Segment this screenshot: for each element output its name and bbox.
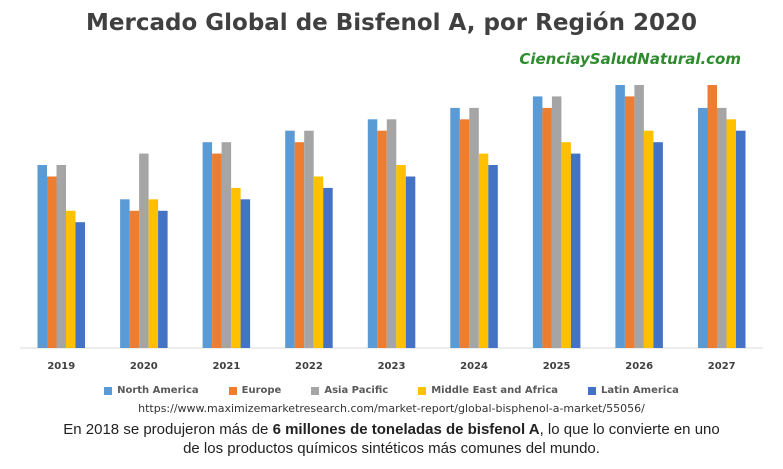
bar-europe-2023 [377,130,387,348]
x-tick-label: 2021 [212,361,240,372]
legend-item: Latin America [588,385,679,396]
bar-asia-pacific-2022 [304,130,314,348]
bar-europe-2025 [542,107,552,349]
bar-europe-2024 [459,119,470,348]
legend-label: Europe [241,385,282,396]
bar-latin-america-2021 [240,199,251,348]
bar-asia-pacific-2023 [386,119,397,348]
bar-europe-2020 [129,210,140,348]
x-tick-label: 2020 [130,361,158,372]
x-tick-label: 2024 [460,361,488,372]
bar-asia-pacific-2027 [717,107,727,349]
caption-bold: 6 millones de toneladas de bisfenol A [272,421,540,438]
caption-part1: En 2018 se produjeron más de [63,421,273,438]
caption-text: En 2018 se produjeron más de 6 millones … [60,420,723,458]
bar-north-america-2027 [698,107,708,349]
bar-middle-east-and-africa-2027 [726,119,736,348]
bar-asia-pacific-2019 [56,165,66,348]
legend-item: Middle East and Africa [418,385,558,396]
bar-latin-america-2022 [323,187,333,348]
legend-swatch [311,386,320,395]
x-tick-label: 2027 [708,361,736,372]
source-url: https://www.maximizemarketresearch.com/m… [138,402,645,415]
bar-europe-2022 [294,142,305,348]
bar-north-america-2023 [367,119,378,348]
bar-latin-america-2026 [653,142,663,348]
bar-europe-2027 [707,85,717,348]
bar-asia-pacific-2021 [221,142,232,348]
bar-north-america-2025 [532,96,543,349]
bar-middle-east-and-africa-2023 [396,165,406,348]
bar-middle-east-and-africa-2022 [313,176,324,348]
bar-middle-east-and-africa-2019 [66,210,76,348]
bar-middle-east-and-africa-2026 [643,130,654,348]
legend-item: Asia Pacific [311,385,388,396]
bar-north-america-2019 [37,165,47,348]
legend-label: North America [117,385,199,396]
x-tick-label: 2026 [625,361,653,372]
legend-label: Middle East and Africa [431,385,558,396]
bar-north-america-2020 [120,199,130,348]
legend-swatch [228,386,237,395]
bar-north-america-2021 [202,142,213,348]
legend-item: North America [104,385,199,396]
bar-asia-pacific-2025 [551,96,562,349]
legend-label: Latin America [601,385,679,396]
bar-latin-america-2019 [75,222,85,348]
bar-latin-america-2027 [736,130,746,348]
legend-item: Europe [228,385,282,396]
bar-north-america-2026 [615,85,625,348]
x-tick-label: 2025 [543,361,571,372]
bar-north-america-2024 [450,107,460,349]
chart-legend: North America Europe Asia Pacific Middle Ea… [0,385,783,396]
bar-latin-america-2020 [158,210,168,348]
legend-swatch [588,386,596,395]
x-tick-label: 2022 [295,361,323,372]
bar-chart: 2019 2020 2021 2022 2023 2024 2025 2026 2027 [20,85,763,372]
bar-middle-east-and-africa-2021 [231,187,241,348]
bar-europe-2019 [47,176,57,348]
x-tick-label: 2019 [47,361,75,372]
bar-latin-america-2025 [570,153,581,348]
bar-europe-2026 [624,96,635,349]
legend-swatch [104,386,113,395]
bar-latin-america-2023 [405,176,416,348]
bar-asia-pacific-2026 [634,85,644,348]
bar-north-america-2022 [285,130,295,348]
bar-middle-east-and-africa-2025 [561,142,571,348]
site-watermark: CienciaySaludNatural.com [519,50,741,68]
chart-title: Mercado Global de Bisfenol A, por Región… [86,10,697,36]
bar-latin-america-2024 [488,165,498,348]
caption-part2: , lo que lo convierte en uno de los prod… [183,421,720,457]
bar-middle-east-and-africa-2020 [148,199,159,348]
bar-europe-2021 [212,153,222,348]
x-tick-label: 2023 [378,361,406,372]
bar-middle-east-and-africa-2024 [478,153,489,348]
bar-asia-pacific-2020 [139,153,149,348]
legend-label: Asia Pacific [324,385,389,396]
bar-asia-pacific-2024 [469,107,479,349]
legend-swatch [418,386,427,395]
